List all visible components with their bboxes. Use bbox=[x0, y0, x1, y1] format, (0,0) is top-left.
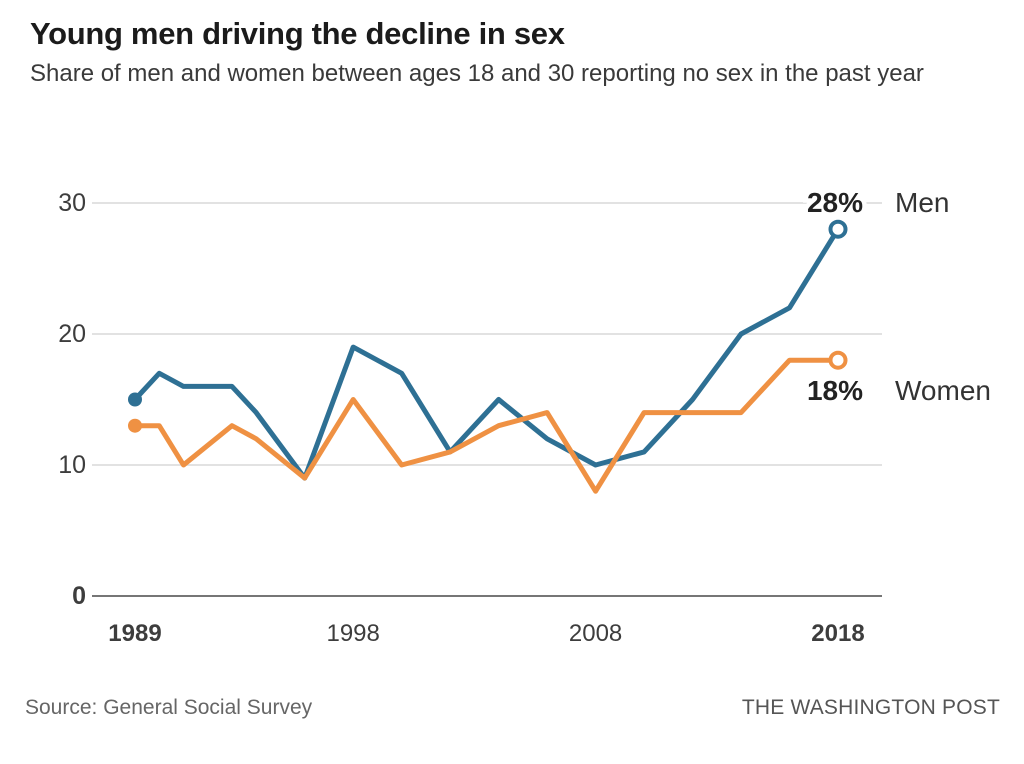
y-tick-label: 30 bbox=[58, 189, 86, 217]
source-note: Source: General Social Survey bbox=[25, 696, 313, 719]
y-tick-label: 10 bbox=[58, 451, 86, 479]
series-name-label-women: Women bbox=[895, 375, 991, 406]
series-line-men bbox=[132, 226, 841, 481]
series-name-label-men: Men bbox=[895, 187, 949, 218]
x-tick-label: 1998 bbox=[326, 620, 379, 647]
y-tick-label: 0 bbox=[72, 582, 86, 610]
series-line-women bbox=[132, 357, 841, 494]
x-tick-label: 1989 bbox=[108, 620, 161, 647]
x-tick-label: 2018 bbox=[811, 620, 864, 647]
y-tick-label: 20 bbox=[58, 320, 86, 348]
series-start-dot-men bbox=[128, 392, 142, 407]
chart-title: Young men driving the decline in sex bbox=[30, 16, 565, 51]
end-value-label-women: 18% bbox=[807, 375, 863, 406]
x-tick-label: 2008 bbox=[569, 620, 622, 647]
series-end-circle-women bbox=[828, 350, 848, 370]
chart-subtitle: Share of men and women between ages 18 a… bbox=[30, 60, 924, 87]
end-value-label-men: 28% bbox=[807, 187, 863, 218]
series-start-dot-women bbox=[128, 418, 142, 433]
publisher-wordmark: THE WASHINGTON POST bbox=[741, 696, 1000, 719]
series-end-circle-men bbox=[828, 219, 848, 239]
